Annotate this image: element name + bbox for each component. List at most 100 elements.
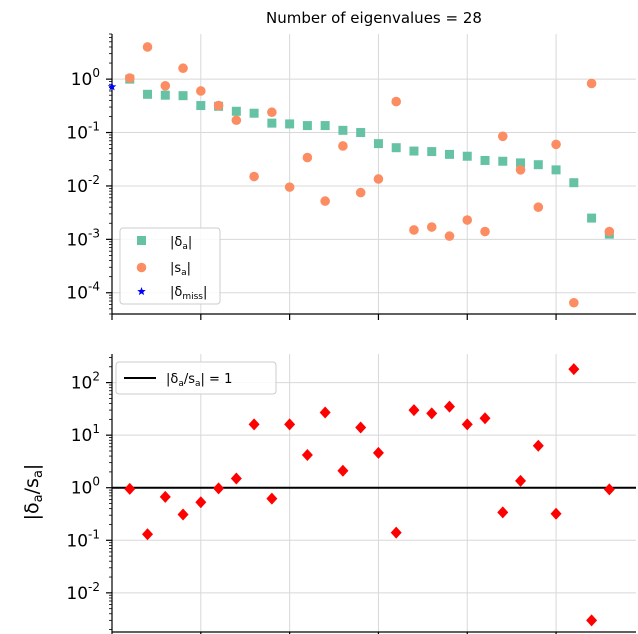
point-delta-a <box>249 108 259 118</box>
bottom-chart-panel: 102 101 100 10-1 10-2 |δa/sa| |δa/sa| = 1 <box>21 354 636 634</box>
point-ratio <box>213 482 225 495</box>
point-delta-a <box>178 91 188 101</box>
point-s-a <box>196 86 206 96</box>
top-y-tick-label: 10-2 <box>66 173 100 197</box>
point-s-a <box>373 174 384 184</box>
point-delta-a <box>231 106 241 116</box>
point-ratio <box>603 483 615 496</box>
point-s-a <box>515 165 526 175</box>
point-ratio <box>301 448 313 461</box>
point-s-a <box>444 231 455 241</box>
point-delta-a <box>462 151 472 161</box>
point-delta-a <box>516 158 526 168</box>
point-delta-a <box>498 156 508 166</box>
point-s-a <box>586 78 597 89</box>
point-delta-a <box>587 213 597 223</box>
bottom-legend-frame <box>115 361 277 395</box>
point-s-a <box>160 81 171 91</box>
point-s-a <box>391 96 402 107</box>
point-ratio <box>550 507 562 520</box>
point-ratio <box>230 472 242 485</box>
point-ratio <box>408 404 420 417</box>
point-ratio <box>586 614 598 627</box>
point-delta-a <box>338 125 348 135</box>
bottom-y-tick-label: 10-1 <box>66 527 100 551</box>
legend-marker-s-a <box>136 262 147 273</box>
point-ratio <box>142 528 154 541</box>
point-ratio <box>177 508 189 521</box>
point-ratio <box>532 439 544 452</box>
point-delta-a <box>533 160 543 170</box>
point-delta-miss <box>107 82 117 91</box>
point-delta-a <box>267 118 277 128</box>
point-s-a <box>124 73 135 83</box>
bottom-chart-legend: |δa/sa| = 1 <box>115 361 277 395</box>
point-delta-a <box>391 143 401 153</box>
point-s-a <box>249 171 259 182</box>
legend-label-reference-line: |δa/sa| = 1 <box>166 372 232 389</box>
point-s-a <box>409 225 419 235</box>
bottom-chart-y-axis-label: |δa/sa| <box>21 464 46 521</box>
point-ratio <box>426 407 438 420</box>
top-y-tick-label: 100 <box>71 66 100 90</box>
point-delta-a <box>356 128 366 138</box>
top-y-tick-label: 10-1 <box>66 120 100 144</box>
top-chart-legend: |δa| |sa| |δmiss| <box>119 227 221 305</box>
bottom-chart-y-ticks: 102 101 100 10-1 10-2 <box>66 357 112 630</box>
point-ratio <box>355 421 367 434</box>
point-s-a <box>142 42 153 52</box>
point-delta-a <box>373 139 383 149</box>
point-delta-a <box>196 101 206 111</box>
bottom-chart-points <box>124 363 615 627</box>
top-y-tick-label: 10-3 <box>66 226 100 250</box>
point-delta-a <box>320 121 330 131</box>
top-chart-title: Number of eigenvalues = 28 <box>266 9 482 27</box>
point-ratio <box>159 490 171 503</box>
top-chart-points <box>107 42 615 308</box>
point-ratio <box>443 400 455 413</box>
bottom-chart-grid <box>111 354 636 632</box>
point-delta-a <box>444 149 454 159</box>
top-y-tick-label: 10-4 <box>66 280 100 304</box>
point-s-a <box>338 141 348 151</box>
point-delta-a <box>551 165 561 175</box>
point-s-a <box>462 215 473 225</box>
point-ratio <box>319 406 331 419</box>
legend-marker-delta-miss <box>137 287 146 296</box>
point-ratio <box>497 506 509 519</box>
point-delta-a <box>302 121 312 131</box>
legend-label-s-a: |sa| <box>170 261 191 278</box>
point-ratio <box>248 418 260 431</box>
point-ratio <box>568 363 580 376</box>
top-chart-x-ticks <box>111 314 557 320</box>
point-delta-a <box>480 155 490 165</box>
bottom-y-tick-label: 10-2 <box>66 580 100 604</box>
point-s-a <box>267 107 277 118</box>
top-chart-y-ticks: 100 10-1 10-2 10-3 10-4 <box>66 33 112 315</box>
point-s-a <box>284 182 295 192</box>
point-s-a <box>604 226 615 237</box>
point-s-a <box>320 196 330 206</box>
top-legend-frame <box>119 227 221 305</box>
top-chart-panel: 100 10-1 10-2 10-3 10-4 |δa| |sa| |δmiss| <box>66 33 636 320</box>
point-delta-a <box>569 178 579 188</box>
point-delta-a <box>160 90 170 100</box>
point-s-a <box>533 202 544 212</box>
point-delta-a <box>409 146 419 156</box>
bottom-y-tick-label: 102 <box>71 370 100 394</box>
point-ratio <box>337 464 349 477</box>
bottom-chart-x-ticks <box>111 632 557 634</box>
point-ratio <box>284 418 296 431</box>
legend-label-delta-a: |δa| <box>170 235 192 252</box>
point-ratio <box>515 474 527 487</box>
point-s-a <box>551 139 561 150</box>
point-s-a <box>231 115 242 126</box>
point-s-a <box>497 131 508 142</box>
bottom-y-tick-label: 100 <box>71 475 100 499</box>
legend-marker-delta-a <box>137 236 146 245</box>
point-ratio <box>124 482 136 495</box>
point-s-a <box>426 222 437 232</box>
point-s-a <box>213 100 224 111</box>
point-s-a <box>569 297 579 308</box>
point-ratio <box>195 496 207 509</box>
